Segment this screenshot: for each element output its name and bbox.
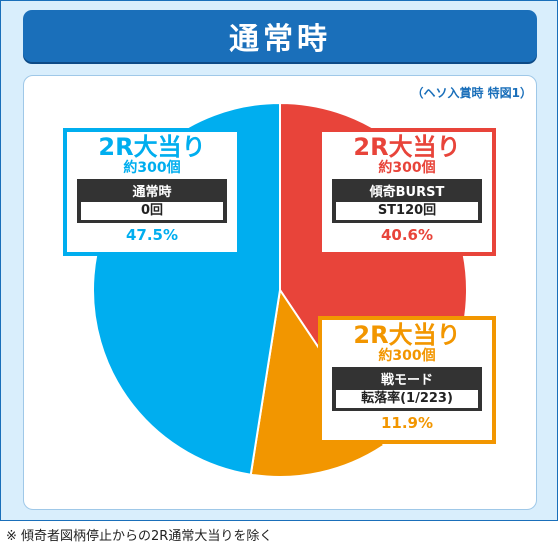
card-ikusa-mode: 戦モード 転落率(1/223) xyxy=(332,367,482,411)
footnote: ※ 傾奇者図柄停止からの2R通常大当りを除く xyxy=(6,529,273,544)
card-burst-title: 2R大当り xyxy=(353,133,461,161)
page-title: 通常時 xyxy=(23,10,537,62)
card-burst-rounds: 約300個 xyxy=(378,160,436,176)
card-burst-mode: 傾奇BURST ST120回 xyxy=(332,179,482,223)
card-ikusa-mode-sub: 転落率(1/223) xyxy=(336,390,478,408)
card-normal-title: 2R大当り xyxy=(98,133,206,161)
card-normal-mode-sub: 0回 xyxy=(81,202,223,220)
card-normal-mode-label: 通常時 xyxy=(132,185,172,200)
card-ikusa-percent: 11.9% xyxy=(380,414,434,432)
card-ikusa: 2R大当り 約300個 戦モード 転落率(1/223) 11.9% xyxy=(318,316,496,444)
card-ikusa-mode-label: 戦モード xyxy=(380,373,433,388)
card-burst-mode-sub: ST120回 xyxy=(336,202,478,220)
condition-note: （ヘソ入賞時 特図1） xyxy=(411,86,532,100)
card-ikusa-rounds: 約300個 xyxy=(378,348,436,364)
card-ikusa-title: 2R大当り xyxy=(353,321,461,349)
card-normal-rounds: 約300個 xyxy=(123,160,181,176)
card-burst-percent: 40.6% xyxy=(380,226,434,244)
card-normal: 2R大当り 約300個 通常時 0回 47.5% xyxy=(63,128,241,256)
card-burst-mode-label: 傾奇BURST xyxy=(369,185,445,200)
card-normal-mode: 通常時 0回 xyxy=(77,179,227,223)
card-burst: 2R大当り 約300個 傾奇BURST ST120回 40.6% xyxy=(318,128,496,256)
card-normal-percent: 47.5% xyxy=(125,226,179,244)
